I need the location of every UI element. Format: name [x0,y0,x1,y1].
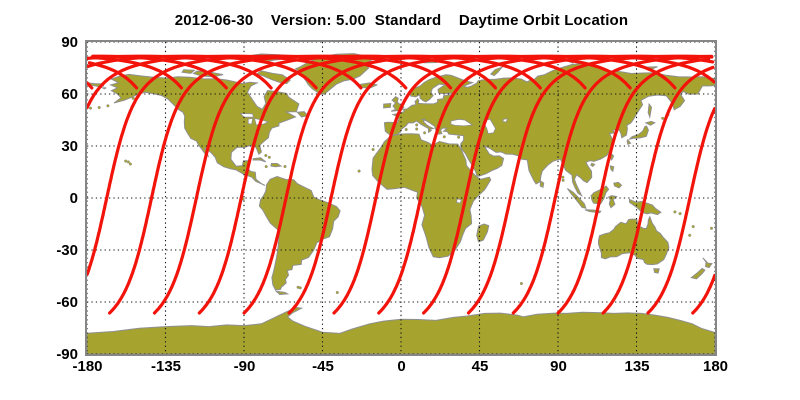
lake [502,118,508,123]
island-speck [335,290,339,295]
island-speck [673,210,677,214]
landmass [607,195,618,209]
orbit-track [108,54,453,315]
island-speck [423,131,427,135]
island-speck [264,153,268,158]
orbit-track [152,54,497,315]
island-speck [415,127,419,131]
island-speck [267,155,271,159]
island-speck [691,225,695,229]
landmass [644,120,656,126]
orbit-track [87,54,715,315]
island-speck [688,233,692,237]
x-tick-label: 180 [702,358,729,375]
island-speck [128,162,132,166]
island-speck [126,160,130,164]
island-speck [457,135,461,139]
island-speck [661,116,665,120]
lake [239,112,254,118]
y-tick-label: -60 [56,293,78,311]
plot-frame [85,40,717,356]
island-speck [561,178,565,182]
y-tick-label: 60 [61,85,78,103]
lake [247,117,254,125]
orbit-track [332,54,677,315]
landmass [383,102,392,109]
island-speck [124,159,128,163]
lake [456,198,462,204]
island-speck [442,135,446,139]
x-tick-label: -135 [150,358,182,375]
orbit-track [87,54,715,315]
island-speck [678,212,682,216]
landmass [613,181,623,189]
landmass [371,133,492,259]
x-tick-label: -180 [72,358,103,375]
world-map-canvas [87,42,715,354]
island-speck [519,281,523,286]
lake [450,118,474,127]
y-tick-label: -30 [56,241,78,259]
landmass [647,102,653,120]
x-tick-label: -90 [233,358,256,375]
island-speck [106,104,110,108]
island-speck [415,123,419,127]
landmass [489,65,504,77]
island-speck [264,165,268,169]
island-speck [88,106,93,110]
landmass [109,73,300,186]
orbit-track [87,54,715,315]
landmass [274,290,290,296]
y-tick-label: -90 [56,345,78,363]
landmass [627,125,649,140]
orbit-track [87,54,715,315]
landmass [653,268,660,274]
island-speck [709,226,714,230]
island-speck [404,127,408,132]
landmass [590,162,596,168]
landmass [690,267,706,280]
island-speck [283,164,287,169]
landmass [258,175,341,291]
island-speck [357,169,361,173]
island-speck [131,96,135,100]
plot-title: 2012-06-30 Version: 5.00 Standard Daytim… [174,12,629,29]
orbit-track [242,54,587,315]
y-tick-label: 90 [61,33,78,51]
x-tick-label: 45 [471,358,489,375]
landmass [702,257,713,269]
landmass [87,306,715,354]
orbit-track [87,54,715,315]
x-tick-label: 0 [397,358,406,375]
island-speck [298,286,302,290]
island-speck [371,147,375,152]
orbit-track [197,54,542,315]
x-tick-label: 90 [550,358,567,375]
landmass [270,163,283,168]
island-speck [561,175,565,179]
landmass [181,69,196,74]
landmass [609,165,615,173]
landmass [476,223,490,243]
x-tick-label: -45 [312,358,334,375]
landmass [539,180,545,189]
orbit-track [287,54,632,315]
y-tick-label: 0 [69,189,78,207]
landmass [100,87,107,90]
island-speck [97,105,101,110]
x-tick-label: 135 [624,358,650,375]
y-tick-label: 30 [61,137,78,155]
landmass [626,138,632,145]
landmass [252,157,267,163]
